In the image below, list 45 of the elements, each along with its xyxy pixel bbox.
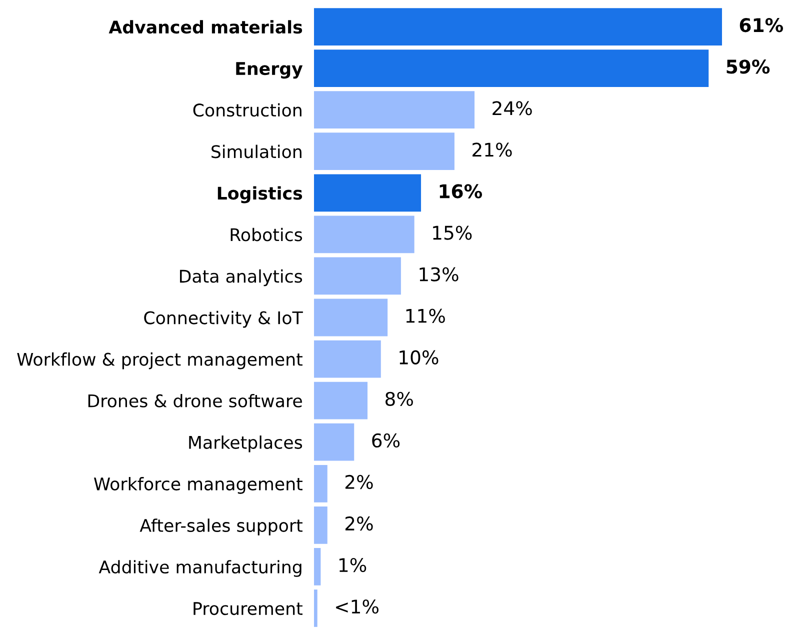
bar bbox=[314, 464, 328, 502]
data-label: 15% bbox=[433, 226, 472, 240]
data-label: 13% bbox=[420, 267, 458, 282]
y-tick-label: Robotics bbox=[230, 228, 302, 242]
y-tick-label: Data analytics bbox=[180, 269, 302, 286]
y-tick-label: Energy bbox=[236, 62, 303, 79]
bar bbox=[314, 340, 381, 378]
data-label: 10% bbox=[400, 350, 438, 364]
y-tick-label: Marketplaces bbox=[189, 436, 302, 452]
bar bbox=[314, 423, 354, 461]
y-tick-label: Simulation bbox=[212, 144, 302, 158]
data-label: 2% bbox=[345, 516, 373, 531]
bar bbox=[314, 132, 454, 170]
bar bbox=[314, 8, 722, 46]
y-tick-label: Workflow & project management bbox=[17, 352, 302, 370]
y-tick-label: After-sales support bbox=[140, 518, 302, 536]
bar bbox=[314, 506, 328, 544]
bar bbox=[314, 298, 388, 336]
data-label: 2% bbox=[345, 474, 373, 490]
y-tick-label: Additive manufacturing bbox=[98, 560, 302, 577]
bar bbox=[314, 216, 414, 254]
data-label: 1% bbox=[339, 558, 366, 572]
y-tick-label: Logistics bbox=[218, 186, 302, 204]
data-label: 61% bbox=[740, 18, 784, 32]
bar bbox=[314, 382, 368, 420]
data-label: 16% bbox=[440, 184, 482, 198]
bar bbox=[314, 50, 709, 87]
data-label: <1% bbox=[336, 599, 378, 614]
bar bbox=[314, 590, 318, 627]
y-tick-label: Connectivity & IoT bbox=[144, 310, 303, 328]
y-tick-label: Workforce management bbox=[94, 477, 302, 494]
data-label: 11% bbox=[406, 308, 445, 323]
data-label: 8% bbox=[386, 392, 413, 406]
bar bbox=[314, 174, 422, 212]
bar bbox=[314, 548, 321, 586]
data-label: 59% bbox=[726, 60, 770, 74]
bar bbox=[314, 257, 401, 295]
y-tick-label: Drones & drone software bbox=[88, 394, 302, 408]
data-label: 6% bbox=[372, 433, 400, 448]
y-tick-label: Procurement bbox=[194, 602, 302, 616]
y-tick-label: Construction bbox=[193, 103, 302, 117]
data-label: 24% bbox=[492, 101, 532, 116]
bar bbox=[314, 91, 475, 129]
y-tick-label: Advanced materials bbox=[108, 20, 302, 34]
data-label: 21% bbox=[472, 142, 512, 157]
